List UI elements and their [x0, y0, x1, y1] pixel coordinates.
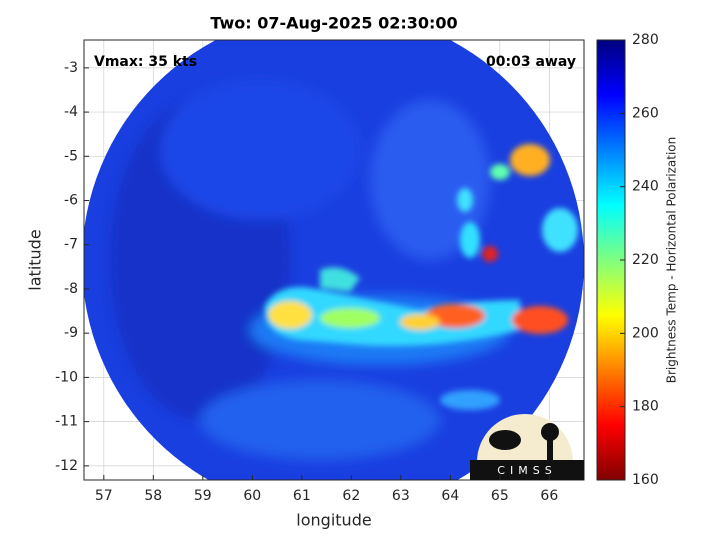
logo-text: CIMSS	[497, 464, 556, 477]
colorbar-tick-label: 220	[632, 252, 659, 268]
y-tick-label: -8	[64, 281, 78, 297]
x-tick-label: 65	[491, 488, 509, 504]
x-tick-label: 58	[144, 488, 162, 504]
colorbar-label: Brightness Temp - Horizontal Polarizatio…	[665, 137, 679, 384]
colorbar-tick-label: 240	[632, 179, 659, 195]
x-tick-label: 59	[194, 488, 212, 504]
y-tick-label: -9	[64, 325, 78, 341]
colorbar-tick-label: 280	[632, 32, 659, 48]
chart-title: Two: 07-Aug-2025 02:30:00	[210, 14, 457, 33]
y-tick-label: -10	[55, 369, 78, 385]
y-tick-label: -7	[64, 237, 78, 253]
y-tick-label: -3	[64, 60, 78, 76]
swath	[84, 40, 584, 480]
x-tick-label: 63	[392, 488, 410, 504]
annotation: 00:03 away	[486, 54, 576, 70]
colorbar-tick-label: 260	[632, 105, 659, 121]
x-tick-label: 60	[243, 488, 261, 504]
y-tick-label: -4	[64, 104, 78, 120]
y-axis-label: latitude	[26, 229, 45, 290]
x-tick-label: 62	[342, 488, 360, 504]
colorbar-tick-label: 180	[632, 399, 659, 415]
x-tick-label: 57	[95, 488, 113, 504]
y-tick-label: -11	[55, 414, 78, 430]
colorbar-tick-label: 200	[632, 325, 659, 341]
colorbar-tick-label: 160	[632, 472, 659, 488]
y-tick-label: -12	[55, 458, 78, 474]
x-tick-label: 61	[293, 488, 311, 504]
logo: CIMSS	[470, 414, 584, 480]
y-tick-label: -5	[64, 148, 78, 164]
x-tick-label: 64	[441, 488, 459, 504]
x-axis-label: longitude	[296, 511, 371, 530]
x-tick-label: 66	[540, 488, 558, 504]
y-tick-label: -6	[64, 193, 78, 209]
annotation: Vmax: 35 kts	[94, 54, 197, 70]
plot-frame	[83, 39, 585, 481]
